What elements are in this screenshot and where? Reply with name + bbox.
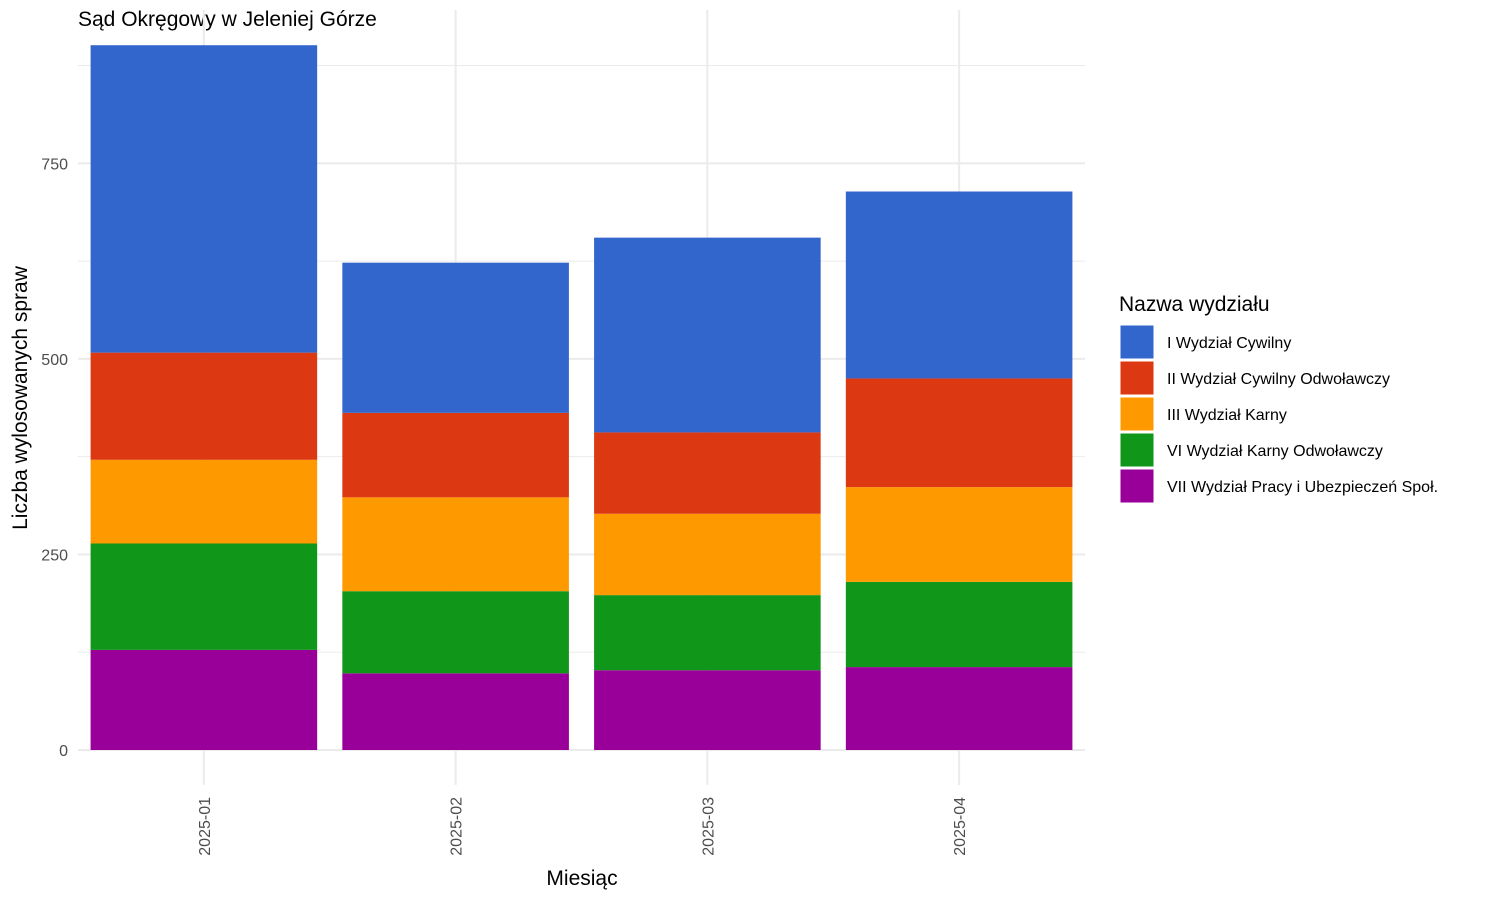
bar-segment <box>90 352 318 460</box>
legend-swatch <box>1119 396 1155 432</box>
y-tick-label: 0 <box>59 743 68 760</box>
bar-segment <box>342 497 569 592</box>
legend-label: II Wydział Cywilny Odwoławczy <box>1167 371 1390 388</box>
bar-segment <box>90 45 318 353</box>
y-axis-title: Liczba wylosowanych spraw <box>9 265 32 530</box>
bar-segment <box>342 262 569 413</box>
bar-segment <box>845 378 1073 488</box>
bar-segment <box>845 667 1073 750</box>
legend-title: Nazwa wydziału <box>1119 293 1270 316</box>
y-tick-label: 500 <box>41 352 68 369</box>
bar-segment <box>845 487 1073 582</box>
legend-swatch <box>1119 324 1155 360</box>
legend-label: I Wydział Cywilny <box>1167 335 1291 352</box>
bar-segment <box>594 432 821 514</box>
bar-segment <box>90 543 318 650</box>
bar-segment <box>342 412 569 498</box>
legend-label: VI Wydział Karny Odwoławczy <box>1167 443 1383 460</box>
bar-segment <box>594 595 821 671</box>
x-tick-label: 2025-02 <box>449 797 466 856</box>
x-tick-label: 2025-01 <box>197 797 214 856</box>
bar-segment <box>594 237 821 433</box>
bar-segment <box>594 670 821 750</box>
bar-segment <box>845 581 1073 668</box>
y-tick-label: 250 <box>41 547 68 564</box>
bar-segment <box>90 649 318 750</box>
legend-label: VII Wydział Pracy i Ubezpieczeń Społ. <box>1167 479 1438 496</box>
legend-swatch <box>1119 360 1155 396</box>
bar-segment <box>594 513 821 596</box>
x-tick-label: 2025-03 <box>700 797 717 856</box>
bar-segment <box>342 591 569 674</box>
x-axis-title: Miesiąc <box>546 867 617 890</box>
bars <box>90 45 1073 750</box>
legend-swatch <box>1119 468 1155 504</box>
bar-segment <box>342 673 569 750</box>
x-tick-label: 2025-04 <box>952 797 969 856</box>
bar-segment <box>845 191 1073 379</box>
y-tick-label: 750 <box>41 156 68 173</box>
chart-title: Sąd Okręgowy w Jeleniej Górze <box>78 8 377 31</box>
legend-label: III Wydział Karny <box>1167 407 1287 424</box>
x-axis-ticks: 2025-01 2025-02 2025-03 2025-04 <box>197 750 969 856</box>
legend-swatch <box>1119 432 1155 468</box>
y-axis-ticks: 0 250 500 750 <box>41 156 68 760</box>
legend: Nazwa wydziału I Wydział Cywilny II Wydzi… <box>1119 293 1438 504</box>
bar-segment <box>90 459 318 544</box>
